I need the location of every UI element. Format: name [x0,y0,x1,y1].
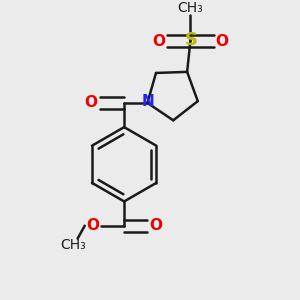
Text: O: O [215,34,228,49]
Text: S: S [185,31,198,49]
Text: O: O [152,34,166,49]
Text: CH₃: CH₃ [60,238,86,252]
Text: N: N [142,94,154,110]
Text: O: O [149,218,162,233]
Text: CH₃: CH₃ [178,1,203,15]
Text: O: O [84,95,98,110]
Text: O: O [86,218,99,233]
